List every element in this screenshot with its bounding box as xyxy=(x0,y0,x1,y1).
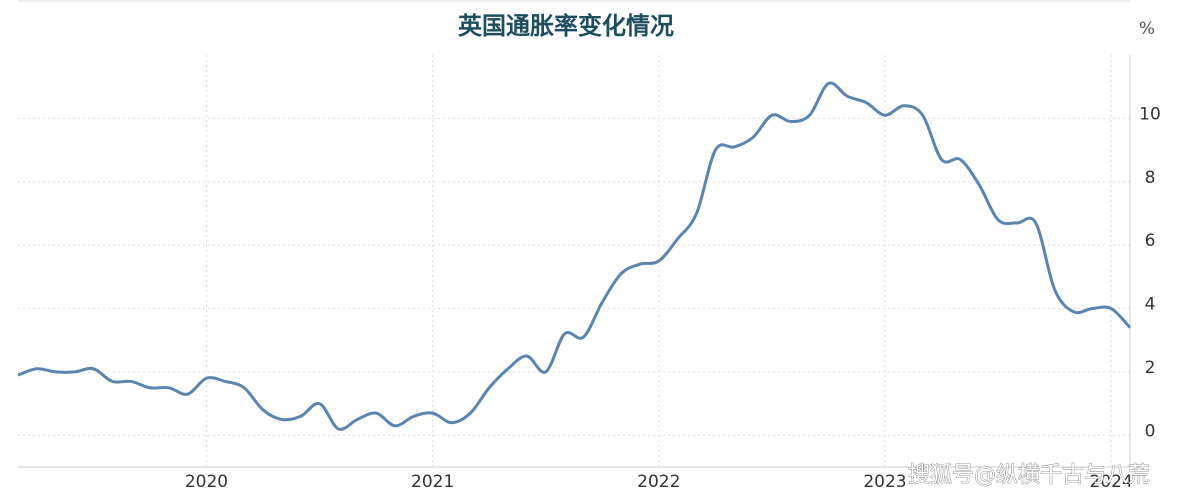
watermark: 搜狐号@纵横千古与八荒 xyxy=(908,463,1150,488)
y-tick-label: 0 xyxy=(1145,421,1156,441)
x-tick-label: 2024 xyxy=(1090,472,1133,492)
chart-title: 英国通胀率变化情况 xyxy=(458,12,674,40)
y-unit: % xyxy=(1139,19,1155,39)
y-tick-label: 8 xyxy=(1145,168,1156,188)
x-tick-label: 2021 xyxy=(411,472,454,492)
y-tick-label: 6 xyxy=(1145,231,1156,251)
x-tick-label: 2020 xyxy=(185,472,228,492)
x-tick-label: 2022 xyxy=(637,472,680,492)
y-tick-label: 4 xyxy=(1145,295,1156,315)
data-line xyxy=(17,81,1132,431)
y-tick-label: 10 xyxy=(1139,104,1161,124)
y-tick-label: 2 xyxy=(1145,358,1156,378)
x-tick-label: 2023 xyxy=(863,472,906,492)
